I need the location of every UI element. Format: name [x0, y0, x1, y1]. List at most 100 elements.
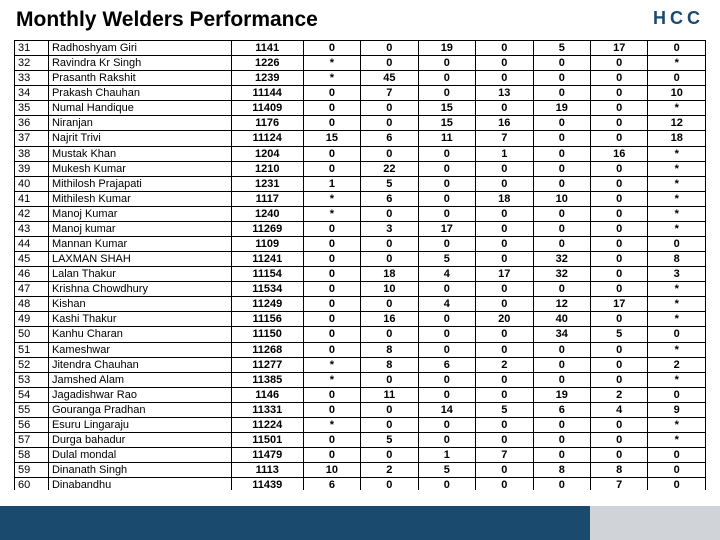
cell-c6: 5 — [590, 327, 647, 342]
cell-c3: 6 — [418, 357, 475, 372]
cell-c2: 0 — [361, 56, 418, 71]
cell-code: 1231 — [231, 176, 303, 191]
cell-idx: 36 — [15, 116, 49, 131]
cell-c3: 11 — [418, 131, 475, 146]
cell-c5: 0 — [533, 237, 590, 252]
cell-c5: 0 — [533, 56, 590, 71]
cell-name: Prakash Chauhan — [48, 86, 231, 101]
table-row: 39Mukesh Kumar12100220000* — [15, 161, 706, 176]
cell-c6: 0 — [590, 221, 647, 236]
cell-idx: 41 — [15, 191, 49, 206]
cell-c2: 0 — [361, 417, 418, 432]
cell-idx: 48 — [15, 297, 49, 312]
cell-c6: 0 — [590, 252, 647, 267]
table-row: 50Kanhu Charan1115000003450 — [15, 327, 706, 342]
cell-c6: 0 — [590, 206, 647, 221]
cell-name: Dulal mondal — [48, 448, 231, 463]
table-row: 34Prakash Chauhan11144070130010 — [15, 86, 706, 101]
cell-c5: 0 — [533, 478, 590, 490]
cell-idx: 44 — [15, 237, 49, 252]
cell-idx: 47 — [15, 282, 49, 297]
cell-code: 11144 — [231, 86, 303, 101]
cell-code: 11409 — [231, 101, 303, 116]
table-row: 60Dinabandhu114396000070 — [15, 478, 706, 490]
cell-c4: 0 — [476, 282, 533, 297]
cell-code: 11385 — [231, 372, 303, 387]
cell-name: Esuru Lingaraju — [48, 417, 231, 432]
cell-c1: 0 — [303, 101, 360, 116]
cell-c1: 0 — [303, 237, 360, 252]
footer-bar — [0, 506, 720, 540]
cell-c7: * — [648, 372, 706, 387]
cell-c1: 0 — [303, 297, 360, 312]
cell-c5: 12 — [533, 297, 590, 312]
cell-idx: 33 — [15, 71, 49, 86]
table-row: 56Esuru Lingaraju11224*00000* — [15, 417, 706, 432]
cell-c3: 0 — [418, 161, 475, 176]
cell-c1: * — [303, 417, 360, 432]
cell-idx: 49 — [15, 312, 49, 327]
cell-c2: 0 — [361, 116, 418, 131]
cell-c5: 5 — [533, 41, 590, 56]
cell-c5: 0 — [533, 86, 590, 101]
table-row: 48Kishan1124900401217* — [15, 297, 706, 312]
cell-c7: 0 — [648, 71, 706, 86]
cell-c2: 11 — [361, 387, 418, 402]
cell-c2: 0 — [361, 372, 418, 387]
cell-c5: 19 — [533, 387, 590, 402]
cell-c3: 15 — [418, 116, 475, 131]
table-row: 32Ravindra Kr Singh1226*00000* — [15, 56, 706, 71]
cell-c1: 0 — [303, 161, 360, 176]
cell-c6: 16 — [590, 146, 647, 161]
cell-c2: 0 — [361, 252, 418, 267]
cell-c1: * — [303, 206, 360, 221]
cell-c1: 0 — [303, 116, 360, 131]
cell-c5: 0 — [533, 206, 590, 221]
cell-name: Jitendra Chauhan — [48, 357, 231, 372]
cell-c5: 0 — [533, 131, 590, 146]
cell-c2: 10 — [361, 282, 418, 297]
cell-c4: 0 — [476, 71, 533, 86]
cell-c2: 16 — [361, 312, 418, 327]
cell-c3: 0 — [418, 312, 475, 327]
cell-code: 11224 — [231, 417, 303, 432]
cell-c3: 0 — [418, 56, 475, 71]
table-row: 47Krishna Chowdhury115340100000* — [15, 282, 706, 297]
cell-code: 11439 — [231, 478, 303, 490]
cell-name: Kishan — [48, 297, 231, 312]
cell-name: Kashi Thakur — [48, 312, 231, 327]
cell-idx: 45 — [15, 252, 49, 267]
cell-code: 1113 — [231, 463, 303, 478]
cell-c3: 14 — [418, 402, 475, 417]
cell-name: Radhoshyam Giri — [48, 41, 231, 56]
cell-c3: 5 — [418, 252, 475, 267]
cell-c6: 0 — [590, 71, 647, 86]
cell-code: 1117 — [231, 191, 303, 206]
cell-c7: 2 — [648, 357, 706, 372]
cell-code: 11269 — [231, 221, 303, 236]
cell-c3: 15 — [418, 101, 475, 116]
cell-code: 1109 — [231, 237, 303, 252]
cell-idx: 31 — [15, 41, 49, 56]
cell-c7: 0 — [648, 448, 706, 463]
cell-c7: 0 — [648, 387, 706, 402]
cell-c7: * — [648, 176, 706, 191]
cell-c3: 0 — [418, 86, 475, 101]
cell-c7: 0 — [648, 478, 706, 490]
cell-c5: 8 — [533, 463, 590, 478]
table-row: 46Lalan Thakur111540184173203 — [15, 267, 706, 282]
cell-c2: 0 — [361, 101, 418, 116]
cell-name: Najrit Trivi — [48, 131, 231, 146]
cell-c3: 0 — [418, 433, 475, 448]
cell-c4: 0 — [476, 387, 533, 402]
cell-c3: 19 — [418, 41, 475, 56]
cell-c4: 2 — [476, 357, 533, 372]
cell-c4: 0 — [476, 327, 533, 342]
cell-c6: 0 — [590, 116, 647, 131]
cell-name: Jagadishwar Rao — [48, 387, 231, 402]
cell-c4: 7 — [476, 131, 533, 146]
table-row: 49Kashi Thakur11156016020400* — [15, 312, 706, 327]
cell-c7: 0 — [648, 463, 706, 478]
cell-idx: 57 — [15, 433, 49, 448]
cell-c6: 2 — [590, 387, 647, 402]
